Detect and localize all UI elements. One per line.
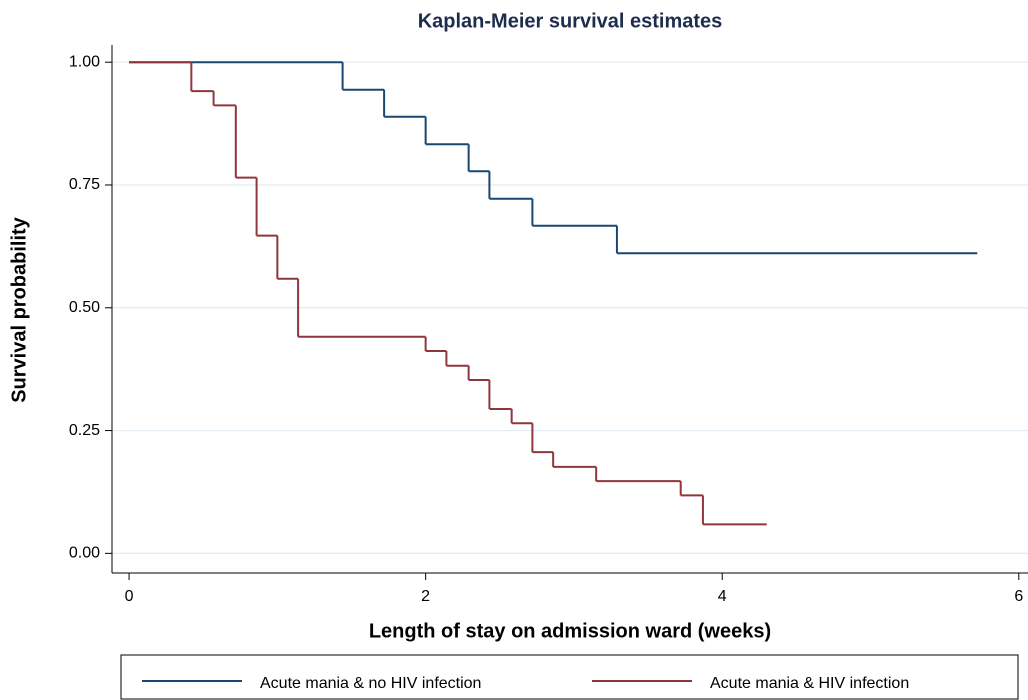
y-tick-label: 0.25 — [69, 422, 100, 439]
y-axis-title: Survival probability — [8, 216, 30, 402]
x-tick-label: 2 — [421, 588, 430, 605]
y-tick-label: 1.00 — [69, 53, 100, 70]
legend-label: Acute mania & HIV infection — [710, 675, 909, 692]
y-tick-label: 0.00 — [69, 545, 100, 562]
x-tick-label: 4 — [718, 588, 727, 605]
legend-label: Acute mania & no HIV infection — [260, 675, 481, 692]
legend-box — [120, 654, 1019, 700]
y-tick-label: 0.50 — [69, 299, 100, 316]
y-tick-label: 0.75 — [69, 176, 100, 193]
chart-title: Kaplan-Meier survival estimates — [418, 10, 723, 32]
x-tick-label: 0 — [125, 588, 134, 605]
x-axis-title: Length of stay on admission ward (weeks) — [369, 620, 771, 642]
x-tick-label: 6 — [1014, 588, 1023, 605]
